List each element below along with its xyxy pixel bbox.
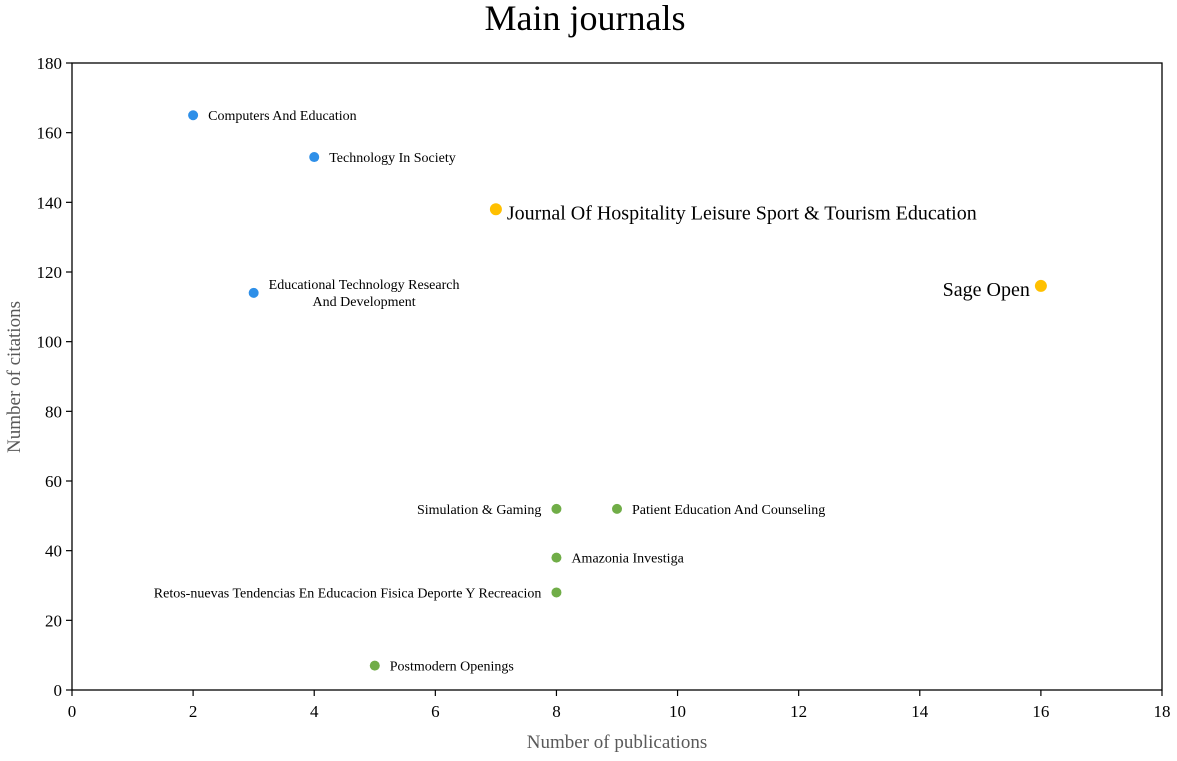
chart-title: Main journals xyxy=(485,0,686,38)
data-point xyxy=(489,203,502,216)
data-point xyxy=(551,552,562,563)
point-label: Postmodern Openings xyxy=(390,660,514,675)
x-axis-label: Number of publications xyxy=(527,732,707,753)
x-axis-ticks: 0 2 4 6 8 10 12 14 16 18 xyxy=(68,690,1171,721)
x-tick-label: 18 xyxy=(1154,702,1171,721)
x-tick-label: 6 xyxy=(431,702,440,721)
point-label: Technology In Society xyxy=(329,151,456,166)
y-tick-label: 100 xyxy=(37,333,63,352)
point-label: And Development xyxy=(313,295,416,310)
x-tick-label: 4 xyxy=(310,702,319,721)
data-point xyxy=(551,587,562,598)
data-point xyxy=(248,287,259,298)
y-tick-label: 20 xyxy=(45,611,62,630)
point-label: Journal Of Hospitality Leisure Sport & T… xyxy=(507,202,977,224)
y-tick-label: 40 xyxy=(45,542,62,561)
y-tick-label: 160 xyxy=(37,124,63,143)
data-point xyxy=(369,660,380,671)
y-tick-label: 120 xyxy=(37,263,63,282)
x-tick-label: 16 xyxy=(1032,702,1049,721)
data-point xyxy=(612,503,622,514)
point-label: Computers And Education xyxy=(208,109,357,124)
point-label: Simulation & Gaming xyxy=(417,503,541,518)
point-label: Patient Education And Counseling xyxy=(632,503,825,518)
data-points: Computers And Education Technology In Soc… xyxy=(154,109,1047,675)
x-tick-label: 8 xyxy=(552,702,561,721)
y-tick-label: 180 xyxy=(37,54,63,73)
point-label: Sage Open xyxy=(943,279,1030,301)
data-point xyxy=(1034,279,1047,292)
y-tick-label: 80 xyxy=(45,402,62,421)
point-label: Retos-nuevas Tendencias En Educacion Fis… xyxy=(154,586,542,601)
plot-area-frame xyxy=(71,62,1163,691)
y-axis-label: Number of citations xyxy=(4,301,25,453)
point-label: Amazonia Investiga xyxy=(571,552,684,567)
data-point xyxy=(188,110,199,121)
x-tick-label: 14 xyxy=(911,702,929,721)
x-tick-label: 10 xyxy=(669,702,686,721)
x-tick-label: 12 xyxy=(790,702,807,721)
x-tick-label: 2 xyxy=(189,702,198,721)
data-point xyxy=(551,503,562,514)
y-tick-label: 60 xyxy=(45,472,62,491)
y-axis-ticks: 0 20 40 60 80 100 120 140 160 180 xyxy=(37,54,72,700)
data-point xyxy=(309,152,320,163)
x-tick-label: 0 xyxy=(68,702,77,721)
y-tick-label: 140 xyxy=(37,193,63,212)
y-tick-label: 0 xyxy=(54,681,63,700)
point-label: Educational Technology Research xyxy=(269,278,460,293)
